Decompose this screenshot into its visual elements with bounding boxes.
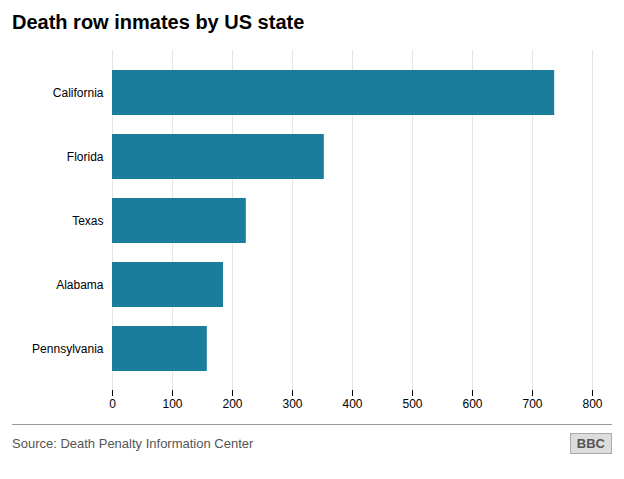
svg-text:California: California	[53, 86, 104, 100]
svg-text:300: 300	[282, 397, 302, 411]
svg-text:Alabama: Alabama	[56, 278, 104, 292]
svg-text:100: 100	[162, 397, 182, 411]
svg-text:800: 800	[582, 397, 602, 411]
html-text:Source: Death Penalty Informat: Source: Death Penalty Information Center	[12, 436, 254, 451]
svg-text:200: 200	[222, 397, 242, 411]
svg-text:Texas: Texas	[72, 214, 103, 228]
svg-text:700: 700	[522, 397, 542, 411]
svg-text:0: 0	[109, 397, 116, 411]
svg-text:400: 400	[342, 397, 362, 411]
html-text:BBC: BBC	[576, 436, 605, 451]
svg-text:Pennsylvania: Pennsylvania	[32, 342, 104, 356]
html-text:Death row inmates by US state: Death row inmates by US state	[12, 11, 305, 33]
svg-text:Florida: Florida	[67, 150, 104, 164]
svg-text:600: 600	[462, 397, 482, 411]
svg-text:500: 500	[402, 397, 422, 411]
